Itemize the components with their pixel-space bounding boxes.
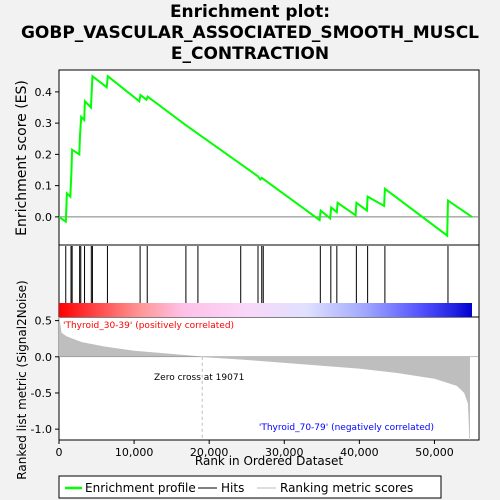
chart-title-line-1: Enrichment plot: xyxy=(169,2,331,22)
es-axis-label: Enrichment score (ES) xyxy=(14,80,30,236)
x-tick-label-3: 30,000 xyxy=(265,446,304,459)
x-tick-label-4: 40,000 xyxy=(340,446,379,459)
rank-y-tick-label-1: 0.0 xyxy=(35,351,53,364)
es-y-tick-label-4: 0.4 xyxy=(35,86,53,99)
legend-enrichment-label: Enrichment profile xyxy=(85,481,196,495)
legend-hits-label: Hits xyxy=(221,481,244,495)
rank-y-tick-label-3: -1.0 xyxy=(31,423,52,436)
chart-title-line-2: GOBP_VASCULAR_ASSOCIATED_SMOOTH_MUSCL xyxy=(20,23,480,43)
x-tick-label-2: 20,000 xyxy=(190,446,229,459)
ranking-panel xyxy=(58,316,480,441)
x-tick-label-1: 10,000 xyxy=(115,446,154,459)
es-y-tick-label-1: 0.1 xyxy=(35,180,53,193)
es-panel xyxy=(58,69,480,246)
negative-correlation-label: 'Thyroid_70-79' (negatively correlated) xyxy=(259,423,434,433)
positive-correlation-label: 'Thyroid_30-39' (positively correlated) xyxy=(63,321,234,331)
chart-title-line-3: E_CONTRACTION xyxy=(170,44,330,64)
legend-box xyxy=(58,475,442,499)
x-tick-label-0: 0 xyxy=(56,446,63,459)
enrichment-profile-line xyxy=(58,74,473,238)
ranking-metric-area xyxy=(58,316,470,441)
rank-y-tick-label-2: -0.5 xyxy=(31,387,52,400)
es-y-tick-label-3: 0.3 xyxy=(35,117,53,130)
ranking-axis-label: Ranked list metric (Signal2Noise) xyxy=(15,280,29,479)
es-y-tick-label-0: 0.0 xyxy=(35,211,53,224)
legend-ranking-label: Ranking metric scores xyxy=(280,481,413,495)
x-axis-label: Rank in Ordered Dataset xyxy=(195,454,343,468)
ranking-heat-bar xyxy=(59,303,472,317)
zero-cross-label: Zero cross at 19071 xyxy=(154,373,244,383)
x-tick-label-5: 50,000 xyxy=(415,446,454,459)
rank-y-tick-label-0: 0.5 xyxy=(35,315,53,328)
es-y-tick-label-2: 0.2 xyxy=(35,148,53,161)
